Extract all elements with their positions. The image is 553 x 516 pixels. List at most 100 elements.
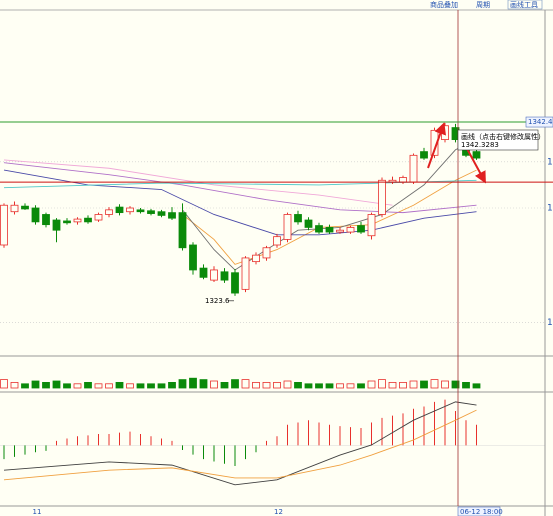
- candle-body: [126, 207, 134, 213]
- tooltip-value: 1342.3283: [461, 141, 499, 149]
- candle-body: [304, 219, 313, 228]
- volume-panel: [0, 377, 481, 389]
- volume-bar: [420, 380, 428, 389]
- candle-body: [273, 236, 281, 246]
- candle-body: [378, 179, 386, 215]
- candle-body: [84, 217, 92, 223]
- low-label: 1323.6: [205, 297, 230, 305]
- volume-bar: [42, 381, 50, 389]
- volume-bar: [115, 381, 124, 389]
- volume-bar: [315, 383, 323, 389]
- volume-bar: [273, 381, 281, 389]
- volume-bar: [220, 381, 229, 389]
- candle-body: [472, 151, 481, 159]
- volume-bar: [52, 380, 61, 389]
- candle-body: [325, 227, 334, 233]
- candle-body: [63, 220, 71, 224]
- candle-body: [231, 272, 239, 294]
- toolbar-tab[interactable]: 商品叠加: [430, 0, 458, 9]
- candle-body: [336, 229, 344, 233]
- candle-body: [10, 204, 19, 213]
- volume-bar: [346, 383, 355, 389]
- volume-bar: [231, 379, 239, 389]
- candle-body: [189, 244, 197, 271]
- candle-body: [147, 210, 155, 214]
- volume-bar: [304, 383, 313, 389]
- candle-body: [315, 225, 323, 233]
- volume-bar: [126, 383, 134, 389]
- candle-body: [409, 154, 418, 183]
- volume-bar: [441, 380, 449, 389]
- candle-body: [178, 212, 187, 249]
- y-tick-label: 1: [547, 318, 553, 328]
- volume-bar: [336, 383, 344, 389]
- y-tick-label: 1: [547, 204, 553, 214]
- candle-body: [357, 225, 365, 233]
- volume-bar: [367, 380, 376, 389]
- volume-bar: [409, 380, 418, 389]
- macd-panel: [0, 399, 545, 486]
- volume-bar: [210, 380, 218, 389]
- volume-bar: [199, 379, 208, 389]
- volume-bar: [168, 381, 176, 389]
- candle-body: [136, 209, 145, 213]
- candle-body: [105, 209, 113, 215]
- macd-line: [3, 401, 477, 486]
- candle-body: [346, 227, 355, 233]
- horizontal-line-label-box: [525, 116, 553, 128]
- candle-body: [252, 254, 260, 263]
- volume-bar: [157, 383, 166, 389]
- volume-bar: [472, 383, 481, 389]
- horizontal-line-label: 1342.4: [528, 118, 553, 126]
- volume-bar: [399, 381, 407, 389]
- candle-body: [115, 206, 124, 214]
- moving-average: [3, 162, 477, 214]
- volume-bar: [294, 381, 302, 389]
- tooltip-box: [457, 129, 539, 151]
- volume-bar: [388, 381, 397, 389]
- candle-body: [42, 214, 50, 226]
- volume-bar: [21, 383, 29, 389]
- volume-bar: [94, 383, 103, 389]
- volume-bar: [31, 380, 40, 389]
- candle-body: [168, 212, 176, 219]
- candle-body: [420, 151, 428, 159]
- volume-bar: [63, 383, 71, 389]
- toolbar-tab[interactable]: 画线工具: [510, 0, 538, 9]
- candle-body: [73, 218, 82, 223]
- volume-bar: [378, 379, 386, 389]
- volume-bar: [252, 381, 260, 389]
- volume-bar: [189, 377, 197, 389]
- candle-body: [294, 214, 302, 223]
- moving-average: [3, 159, 393, 206]
- candle-body: [220, 271, 229, 281]
- candle-body: [21, 205, 29, 210]
- candle-body: [157, 211, 166, 216]
- candle-body: [241, 257, 250, 290]
- volume-bar: [84, 381, 92, 389]
- crosshair-label: 06-12 18:00: [460, 508, 503, 516]
- candle-body: [262, 247, 271, 259]
- candle-body: [94, 214, 103, 221]
- candle-body: [399, 177, 407, 183]
- volume-bar: [147, 383, 155, 389]
- candle-body: [0, 204, 8, 246]
- candle-body: [210, 269, 218, 281]
- volume-bar: [0, 379, 8, 389]
- candle-body: [52, 219, 61, 231]
- volume-bar: [357, 383, 365, 389]
- volume-bar: [325, 383, 334, 389]
- toolbar-tab[interactable]: 周期: [476, 1, 490, 9]
- candle-body: [283, 214, 292, 240]
- candle-body: [199, 267, 208, 278]
- volume-bar: [462, 381, 470, 389]
- crosshair-label-box: [457, 506, 501, 516]
- volume-bar: [10, 381, 19, 389]
- y-tick-label: 1: [547, 157, 553, 167]
- drawn-arrow[interactable]: [427, 122, 446, 169]
- volume-bar: [136, 383, 145, 389]
- toolbar-tab-frame: [507, 0, 543, 10]
